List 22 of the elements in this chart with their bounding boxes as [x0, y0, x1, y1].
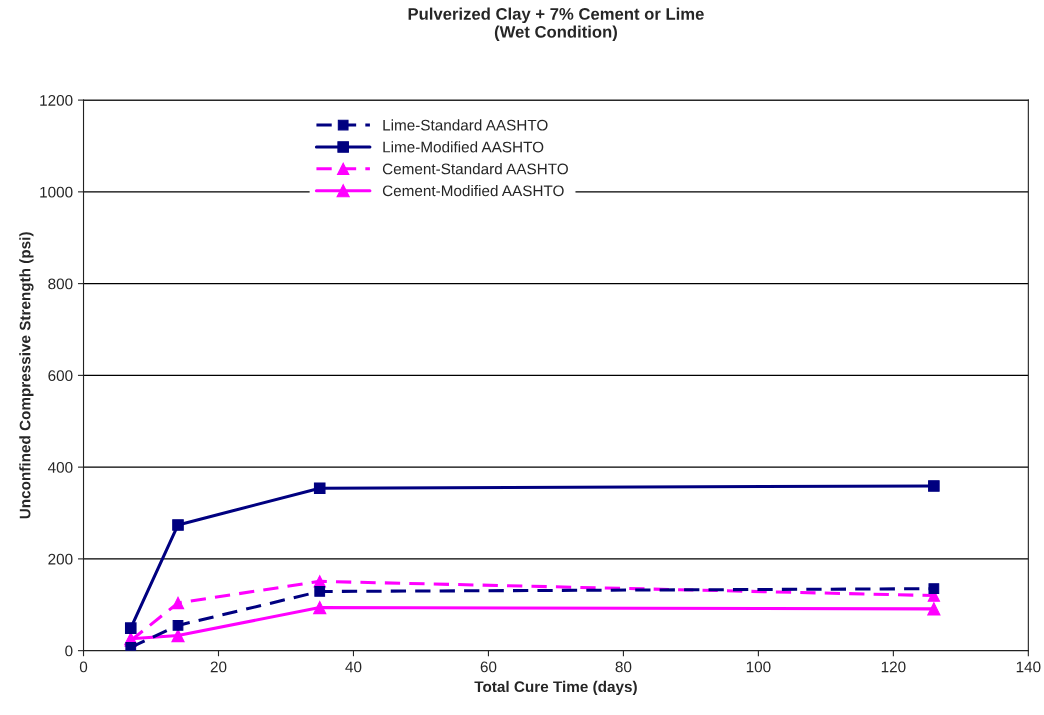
y-tick-label: 1000 [40, 186, 73, 198]
legend-label: Cement-Modified AASHTO [382, 185, 564, 197]
legend-label: Cement-Standard AASHTO [382, 163, 568, 175]
x-axis-title: Total Cure Time (days) [474, 680, 637, 696]
x-tick-label: 140 [1016, 661, 1041, 673]
legend-label: Lime-Modified AASHTO [383, 141, 544, 153]
y-axis-title: Unconfined Compressive Strength (psi) [19, 232, 34, 519]
x-tick-label: 40 [345, 661, 362, 673]
y-tick-label: 1200 [40, 94, 73, 106]
x-tick-label: 120 [881, 661, 906, 673]
x-tick-label: 100 [746, 661, 771, 673]
x-tick-label: 60 [480, 661, 497, 673]
x-tick-label: 80 [615, 661, 632, 673]
x-tick-label: 0 [79, 661, 88, 673]
legend-label: Lime-Standard AASHTO [383, 119, 548, 131]
y-tick-label: 200 [48, 553, 73, 565]
y-tick-label: 400 [47, 462, 73, 473]
y-tick-label: 600 [48, 370, 73, 382]
x-tick-label: 20 [210, 661, 227, 673]
y-tick-label: 800 [48, 278, 73, 290]
y-tick-label: 0 [65, 645, 73, 657]
chart-title: Pulverized Clay + 7% Cement or Lime (Wet Condition) [408, 7, 704, 42]
